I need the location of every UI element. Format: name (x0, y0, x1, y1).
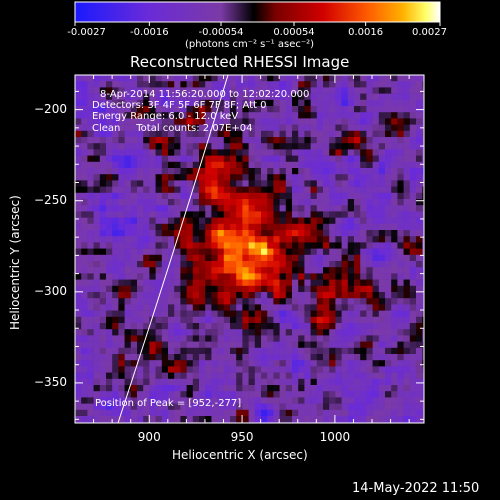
colorbar-ticks (74, 22, 441, 26)
colorbar-tick-label: 0.0027 (412, 27, 447, 38)
timestamp: 14-May-2022 11:50 (352, 481, 480, 496)
y-tick-label: −250 (34, 192, 67, 207)
info-line-energy: Energy Range: 6.0 - 12.0 keV (92, 111, 239, 122)
plot-frame (74, 74, 425, 424)
x-tick-label: 950 (230, 430, 254, 444)
colorbar-tick-label: -0.0016 (130, 27, 169, 38)
colorbar-unit-label: (photons cm⁻² s⁻¹ asec⁻²) (185, 39, 315, 50)
x-tick-label: 1000 (319, 430, 351, 444)
info-line-time: 8-Apr-2014 11:56:20.000 to 12:02:20.000 (100, 89, 310, 100)
y-tick-label: −200 (34, 101, 67, 116)
colorbar-tick-label: -0.00054 (198, 27, 244, 38)
peak-label: Position of Peak = [952,-277] (95, 398, 242, 409)
y-tick-label: −350 (34, 374, 67, 389)
x-axis-label: Heliocentric X (arcsec) (172, 448, 308, 462)
solar-limb (117, 75, 229, 423)
colorbar (74, 1, 441, 23)
y-tick-label: −300 (34, 283, 67, 298)
colorbar-tick-label: -0.0027 (67, 27, 106, 38)
axis-ticks (75, 75, 424, 423)
limb-line (117, 75, 229, 423)
x-tick-label: 900 (137, 430, 161, 444)
colorbar-tick-label: 0.00054 (273, 27, 315, 38)
info-line-detectors: Detectors: 3F 4F 5F 6F 7F 8F; Att 0 (92, 100, 267, 111)
chart-title: Reconstructed RHESSI Image (130, 53, 350, 71)
colorbar-tick-label: 0.0016 (348, 27, 384, 38)
y-axis-label: Heliocentric Y (arcsec) (8, 195, 22, 330)
heatmap-cells (75, 75, 424, 423)
info-line-clean: Clean Total counts: 2.07E+04 (92, 123, 253, 134)
